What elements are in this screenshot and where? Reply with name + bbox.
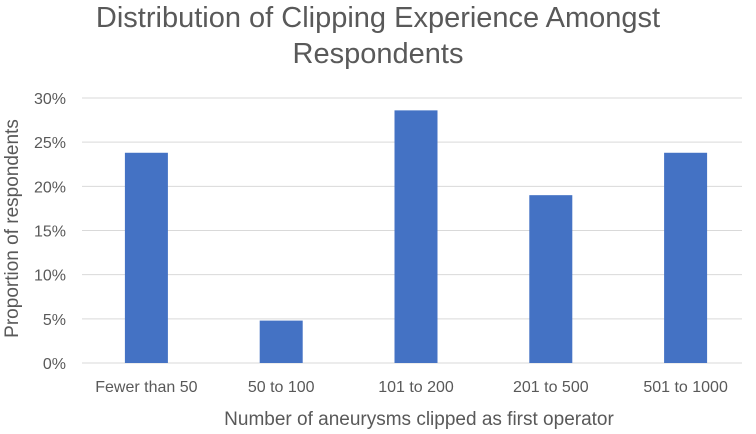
chart-title: Distribution of Clipping Experience Amon… — [95, 2, 661, 70]
x-tick-labels: Fewer than 50 50 to 100 101 to 200 201 to 5… — [95, 379, 728, 396]
y-tick-label: 10% — [34, 268, 66, 285]
y-tick-label: 30% — [34, 91, 66, 108]
y-axis-title: Proportion of respondents — [2, 119, 23, 338]
x-axis-title: Number of aneurysms clipped as first ope… — [224, 409, 614, 430]
x-tick-label: 501 to 1000 — [643, 379, 728, 396]
bar-5 — [664, 152, 708, 363]
y-tick-label: 5% — [43, 312, 66, 329]
x-tick-label: 50 to 100 — [248, 379, 315, 396]
x-tick-label: Fewer than 50 — [95, 379, 197, 396]
x-tick-label: 201 to 500 — [513, 379, 589, 396]
bar-2 — [259, 320, 303, 363]
bars — [124, 110, 708, 363]
y-tick-label: 20% — [34, 179, 66, 196]
y-tick-label: 25% — [34, 135, 66, 152]
y-tick-label: 15% — [34, 224, 66, 241]
bar-3 — [394, 110, 438, 363]
bar-4 — [529, 195, 573, 363]
bar-1 — [124, 152, 168, 363]
y-tick-labels: 0% 5% 10% 15% 20% 25% 30% — [34, 91, 66, 373]
x-tick-label: 101 to 200 — [378, 379, 454, 396]
y-tick-label: 0% — [43, 356, 66, 373]
